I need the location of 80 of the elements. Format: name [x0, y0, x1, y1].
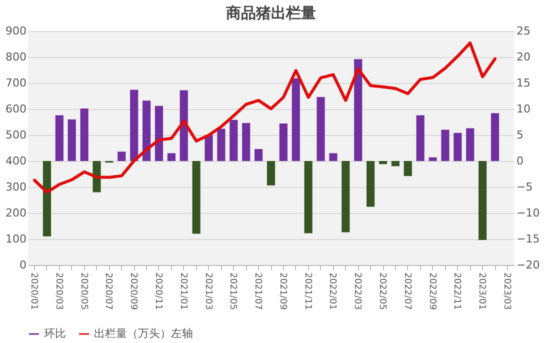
y-tick-label: 0	[20, 258, 26, 272]
x-tick-label: 2022/05	[377, 272, 388, 310]
x-tick-label: 2022/07	[402, 272, 412, 310]
bar	[167, 153, 176, 161]
bar	[366, 161, 375, 207]
x-tick-label: 2021/03	[202, 272, 213, 310]
bar	[329, 153, 338, 161]
bar	[266, 161, 276, 186]
y2-tick-label: −5	[516, 180, 533, 194]
bar	[304, 161, 312, 234]
y-tick-label: 600	[6, 102, 26, 116]
bar	[292, 78, 300, 161]
x-tick-label: 2021/07	[252, 272, 263, 310]
bar	[217, 128, 226, 161]
y2-tick-label: 15	[516, 76, 530, 90]
bar	[478, 161, 487, 240]
y-tick-label: 300	[6, 180, 26, 194]
bar	[354, 59, 362, 161]
y2-tick-label: 25	[516, 24, 530, 38]
legend-label: 出栏量（万头）左轴	[94, 327, 193, 340]
bar	[180, 90, 188, 161]
y-tick-label: 800	[6, 50, 26, 64]
bar	[490, 113, 500, 161]
bar	[454, 132, 462, 161]
x-tick-label: 2021/05	[228, 272, 238, 310]
bar	[316, 97, 325, 161]
bar	[441, 130, 450, 161]
bar	[391, 161, 400, 166]
y-tick-label: 200	[6, 206, 26, 220]
bar	[92, 161, 101, 192]
x-tick-label: 2020/11	[152, 272, 163, 310]
x-tick-label: 2020/05	[78, 272, 88, 310]
bar	[130, 90, 138, 161]
x-tick-label: 2023/03	[501, 272, 512, 310]
y2-tick-label: −20	[516, 258, 540, 272]
y-tick-label: 900	[6, 24, 26, 38]
y2-tick-label: 5	[516, 128, 524, 142]
y2-tick-label: −10	[516, 206, 540, 220]
bar	[230, 120, 238, 161]
x-tick-label: 2020/07	[103, 272, 114, 310]
x-tick-label: 2022/01	[327, 272, 338, 310]
x-tick-label: 2020/03	[53, 272, 64, 310]
y2-tick-label: 20	[516, 50, 530, 64]
bar	[428, 157, 437, 161]
bar	[142, 100, 151, 161]
bar	[80, 108, 88, 161]
x-tick-label: 2021/01	[178, 272, 188, 310]
bar	[42, 161, 52, 236]
x-tick-label: 2020/01	[28, 272, 39, 310]
y-tick-label: 700	[6, 76, 26, 90]
bar	[68, 119, 76, 161]
y-tick-label: 500	[6, 128, 26, 142]
bar	[279, 124, 288, 161]
bar	[154, 106, 164, 161]
y2-tick-label: 0	[516, 154, 524, 168]
legend-label: 环比	[44, 327, 66, 340]
line-series	[33, 41, 497, 194]
y-tick-label: 400	[6, 154, 26, 168]
bar	[55, 115, 64, 161]
x-tick-label: 2022/09	[426, 272, 437, 310]
x-tick-label: 2023/01	[476, 272, 487, 310]
x-tick-label: 2021/11	[302, 272, 312, 310]
bar	[204, 135, 213, 161]
bar	[404, 161, 412, 176]
x-tick-label: 2022/11	[452, 272, 462, 310]
bar	[254, 149, 263, 161]
y2-tick-label: 10	[516, 102, 530, 116]
bar	[378, 161, 388, 164]
x-tick-label: 2022/03	[352, 272, 362, 310]
y-tick-label: 100	[6, 232, 26, 246]
bar	[416, 115, 424, 161]
bar	[192, 161, 200, 234]
bar	[242, 123, 250, 161]
y2-tick-label: −15	[516, 232, 540, 246]
bar	[466, 128, 474, 161]
bar	[342, 161, 350, 232]
chart-title: 商品猪出栏量	[225, 4, 316, 22]
bar	[118, 152, 126, 161]
x-tick-label: 2021/09	[277, 272, 288, 310]
x-tick-label: 2020/09	[128, 272, 138, 310]
